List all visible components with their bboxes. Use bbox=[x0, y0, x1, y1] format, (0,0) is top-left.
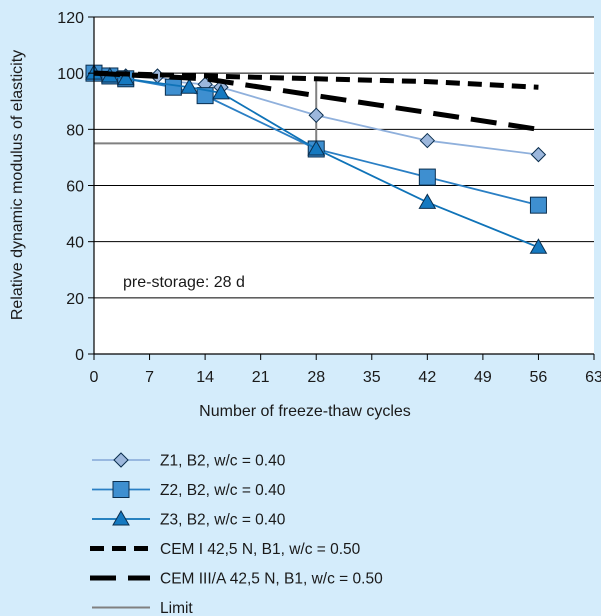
legend-item: Z3, B2, w/c = 0.40 bbox=[92, 509, 286, 529]
x-tick-label: 14 bbox=[196, 369, 214, 386]
legend-item: Z1, B2, w/c = 0.40 bbox=[92, 452, 286, 470]
data-point bbox=[418, 193, 437, 209]
series-line bbox=[93, 70, 539, 90]
legend-marker bbox=[112, 509, 130, 526]
y-tick-label: 120 bbox=[57, 10, 84, 27]
x-axis-label: Number of freeze-thaw cycles bbox=[199, 403, 411, 420]
x-tick-label: 35 bbox=[363, 369, 381, 386]
data-point bbox=[530, 146, 547, 163]
legend-label: Z2, B2, w/c = 0.40 bbox=[160, 482, 286, 499]
data-point bbox=[418, 168, 436, 186]
data-point bbox=[307, 139, 326, 156]
legend: Z1, B2, w/c = 0.40 Z2, B2, w/c = 0.40 Z3, … bbox=[90, 452, 383, 616]
data-point bbox=[419, 132, 436, 149]
legend-label: Z3, B2, w/c = 0.40 bbox=[160, 512, 286, 529]
data-point bbox=[116, 69, 135, 86]
legend-label: Z1, B2, w/c = 0.40 bbox=[160, 453, 286, 470]
legend-marker bbox=[113, 452, 129, 468]
legend-item: CEM III/A 42,5 N, B1, w/c = 0.50 bbox=[90, 571, 383, 588]
data-point bbox=[308, 107, 324, 123]
legend-marker bbox=[112, 481, 130, 498]
y-tick-label: 60 bbox=[66, 179, 84, 196]
legend-item: Z2, B2, w/c = 0.40 bbox=[92, 481, 286, 499]
data-point bbox=[529, 238, 548, 254]
y-tick-label: 40 bbox=[66, 235, 84, 252]
x-tick-label: 49 bbox=[474, 369, 492, 386]
data-point bbox=[164, 78, 182, 96]
legend-item: CEM I 42,5 N, B1, w/c = 0.50 bbox=[90, 541, 361, 558]
x-tick-label: 56 bbox=[530, 369, 548, 386]
legend-label: CEM III/A 42,5 N, B1, w/c = 0.50 bbox=[160, 571, 383, 588]
legend-item: Limit bbox=[92, 600, 193, 616]
x-tick-label: 21 bbox=[252, 369, 270, 386]
y-tick-label: 100 bbox=[57, 66, 84, 83]
data-point bbox=[212, 83, 230, 100]
x-tick-label: 0 bbox=[90, 369, 99, 386]
x-ticks: 0 7 14 21 28 35 42 49 56 63 bbox=[90, 354, 601, 386]
y-ticks: 0 20 40 60 80 100 120 bbox=[57, 10, 94, 364]
legend-label: CEM I 42,5 N, B1, w/c = 0.50 bbox=[160, 541, 361, 558]
x-tick-label: 42 bbox=[418, 369, 436, 386]
y-tick-label: 0 bbox=[75, 347, 84, 364]
grid bbox=[94, 16, 594, 299]
legend-label: Limit bbox=[160, 600, 193, 616]
annotation-text: pre-storage: 28 d bbox=[123, 274, 245, 291]
series-3 bbox=[93, 70, 539, 90]
data-point bbox=[180, 78, 199, 94]
x-tick-label: 63 bbox=[585, 369, 601, 386]
x-tick-label: 28 bbox=[307, 369, 325, 386]
x-tick-label: 7 bbox=[145, 369, 154, 386]
data-point bbox=[529, 196, 547, 214]
y-tick-label: 80 bbox=[66, 122, 84, 139]
y-tick-label: 20 bbox=[66, 291, 84, 308]
y-axis-label: Relative dynamic modulus of elasticity bbox=[9, 50, 26, 320]
